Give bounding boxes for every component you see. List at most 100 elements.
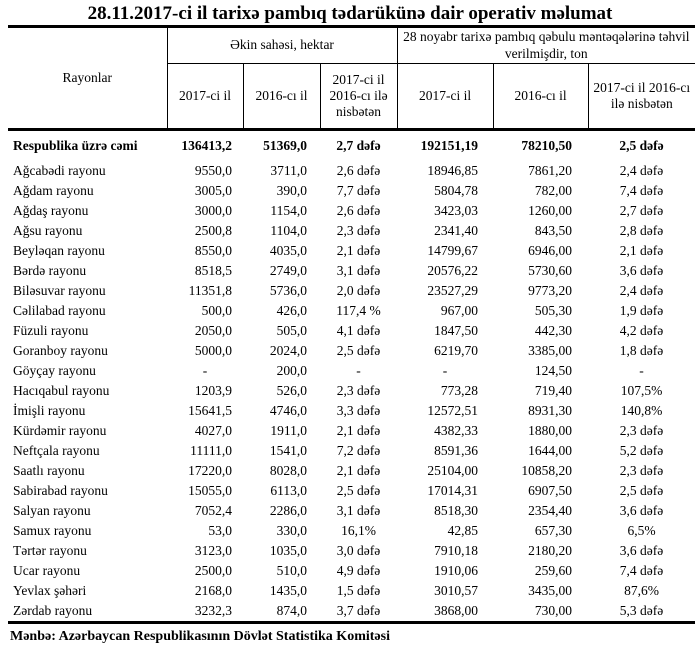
value-cell: 259,60 — [534, 563, 573, 578]
value-cell: 719,40 — [534, 383, 573, 398]
value-cell: 51369,0 — [263, 138, 307, 153]
table-row: Neftçala rayonu 11111,0 1541,0 7,2 dəfə 8591… — [8, 441, 695, 461]
value-cell: 1260,00 — [528, 203, 573, 218]
value-cell: 5736,0 — [269, 283, 307, 298]
table-row: Füzuli rayonu 2050,0 505,0 4,1 dəfə 1847,50 4… — [8, 321, 695, 341]
value-cell: 3005,0 — [194, 183, 232, 198]
value-cell: 5804,78 — [434, 183, 479, 198]
value-cell: 1,8 dəfə — [619, 343, 664, 358]
value-cell: 14799,67 — [427, 243, 479, 258]
value-cell: 657,30 — [534, 523, 573, 538]
value-cell: 3,3 dəfə — [336, 403, 381, 418]
table-row: Salyan rayonu 7052,4 2286,0 3,1 dəfə 8518,30… — [8, 501, 695, 521]
value-cell: 874,0 — [243, 601, 320, 624]
value-cell: 426,0 — [276, 303, 307, 318]
value-cell: 2,6 dəfə — [336, 163, 381, 178]
value-cell: 2,6 dəfə — [336, 203, 381, 218]
value-cell: 730,00 — [493, 601, 589, 624]
column-header-2017-ton: 2017-ci il — [396, 63, 494, 131]
table-row: Goranboy rayonu 5000,0 2024,0 2,5 dəfə 6219,… — [8, 341, 695, 361]
column-header-2016-ton: 2016-cı il — [492, 63, 589, 131]
value-cell: 3,0 dəfə — [336, 543, 381, 558]
value-cell: 2286,0 — [269, 503, 307, 518]
value-cell: 200,0 — [276, 363, 307, 378]
page-title: 28.11.2017-ci il tarixə pambıq tədarükün… — [87, 3, 613, 24]
region-name-cell: Samux rayonu — [13, 523, 92, 538]
value-cell: 1104,0 — [270, 223, 307, 238]
table-row: Sabirabad rayonu 15055,0 6113,0 2,5 dəfə 170… — [8, 481, 695, 501]
value-cell: 23527,29 — [427, 283, 479, 298]
table-row: Zərdab rayonu 3232,3 874,0 3,7 dəfə 3868,00 7… — [8, 601, 696, 624]
value-cell: 4035,0 — [269, 243, 307, 258]
value-cell: 8550,0 — [194, 243, 232, 258]
table-row: Yevlax şəhəri 2168,0 1435,0 1,5 dəfə 3010,57… — [8, 581, 695, 601]
value-cell: 2,4 dəfə — [619, 163, 664, 178]
header-group-row: Rayonlar Əkin sahəsi, hektar 28 noyabr t… — [8, 25, 696, 131]
value-cell: 6113,0 — [270, 483, 307, 498]
table-row: Beyləqan rayonu 8550,0 4035,0 2,1 dəfə 14799… — [8, 241, 695, 261]
value-cell: 843,50 — [534, 223, 573, 238]
value-cell: - — [202, 363, 208, 378]
value-cell: 8591,36 — [434, 443, 479, 458]
column-header-2017-area: 2017-ci il — [166, 63, 243, 131]
value-cell: - — [356, 363, 361, 378]
region-name-cell: Ağsu rayonu — [13, 223, 83, 238]
region-name-cell: Beyləqan rayonu — [13, 243, 105, 258]
value-cell: 2,7 dəfə — [336, 138, 381, 153]
region-name-cell: Respublika üzrə cəmi — [13, 138, 138, 153]
value-cell: 4746,0 — [269, 403, 307, 418]
value-cell: 10858,20 — [521, 463, 573, 478]
column-group-delivered: 28 noyabr tarixə pambıq qəbulu məntəqələ… — [396, 25, 696, 64]
value-cell: 12572,51 — [427, 403, 479, 418]
value-cell: 2,1 dəfə — [336, 463, 381, 478]
value-cell: 1435,0 — [269, 583, 307, 598]
region-name-cell: Bərdə rayonu — [13, 263, 87, 278]
value-cell: 2,3 dəfə — [336, 383, 381, 398]
value-cell: 526,0 — [276, 383, 307, 398]
value-cell: 510,0 — [276, 563, 307, 578]
value-cell: 3,1 dəfə — [336, 263, 381, 278]
region-name-cell: Cəlilabad rayonu — [13, 303, 106, 318]
table-body: Respublika üzrə cəmi 136413,2 51369,0 2,7 d… — [8, 130, 696, 624]
region-name-cell: Füzuli rayonu — [13, 323, 89, 338]
value-cell: 17014,31 — [427, 483, 479, 498]
region-name-cell: İmişli rayonu — [13, 403, 86, 418]
value-cell: 5,2 dəfə — [619, 443, 664, 458]
value-cell: 5,3 dəfə — [588, 601, 696, 624]
value-cell: 442,30 — [534, 323, 573, 338]
value-cell: 6907,50 — [528, 483, 573, 498]
table-row: Respublika üzrə cəmi 136413,2 51369,0 2,7 d… — [8, 130, 695, 162]
value-cell: 2,3 dəfə — [336, 223, 381, 238]
region-name-cell: Ağdaş rayonu — [13, 203, 89, 218]
table-row: Hacıqabul rayonu 1203,9 526,0 2,3 dəfə 773,2… — [8, 381, 695, 401]
value-cell: 1880,00 — [528, 423, 573, 438]
value-cell: 8518,5 — [194, 263, 232, 278]
value-cell: 4027,0 — [194, 423, 232, 438]
value-cell: 2050,0 — [194, 323, 232, 338]
value-cell: 3010,57 — [434, 583, 479, 598]
value-cell: 1541,0 — [269, 443, 307, 458]
value-cell: 3868,00 — [397, 601, 494, 624]
value-cell: 2749,0 — [269, 263, 307, 278]
value-cell: 2,1 dəfə — [336, 423, 381, 438]
value-cell: 782,00 — [534, 183, 573, 198]
value-cell: 9773,20 — [528, 283, 573, 298]
value-cell: 4,1 dəfə — [336, 323, 381, 338]
value-cell: 3232,3 — [167, 601, 243, 624]
value-cell: 2,3 dəfə — [619, 463, 664, 478]
region-name-cell: Yevlax şəhəri — [13, 583, 87, 598]
source-note: Mənbə: Azərbaycan Respublikasının Dövlət… — [10, 629, 390, 644]
value-cell: 4,9 dəfə — [336, 563, 381, 578]
table-row: Göyçay rayonu - 200,0 - - 124,50 - — [8, 361, 695, 381]
value-cell: 7910,18 — [434, 543, 479, 558]
value-cell: - — [442, 363, 448, 378]
value-cell: 3,6 dəfə — [619, 503, 664, 518]
value-cell: 7,4 dəfə — [619, 183, 664, 198]
value-cell: 505,30 — [534, 303, 573, 318]
table-row: Saatlı rayonu 17220,0 8028,0 2,1 dəfə 25104,… — [8, 461, 695, 481]
value-cell: 1,5 dəfə — [336, 583, 381, 598]
value-cell: 9550,0 — [194, 163, 232, 178]
region-name-cell: Ağdam rayonu — [13, 183, 94, 198]
value-cell: 2,8 dəfə — [619, 223, 664, 238]
table-row: Ağsu rayonu 2500,8 1104,0 2,3 dəfə 2341,40 84… — [8, 221, 695, 241]
